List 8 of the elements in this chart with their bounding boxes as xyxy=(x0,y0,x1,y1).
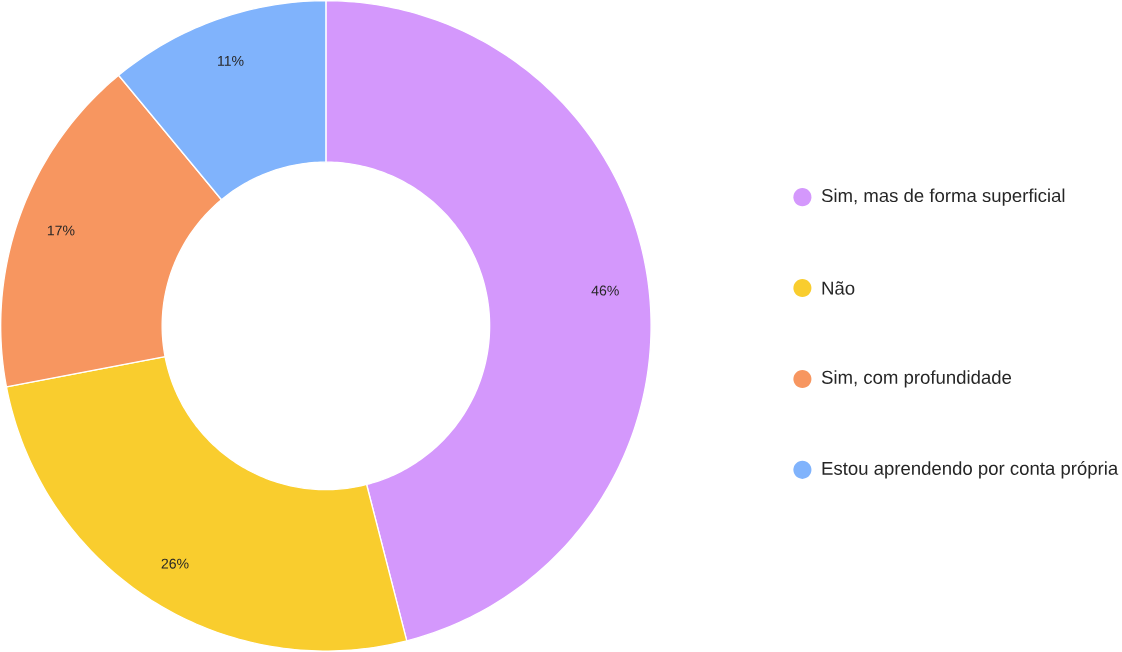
legend-label: Não xyxy=(822,281,855,295)
data-label: 46% xyxy=(591,285,619,296)
legend-label: Sim, mas de forma superficial xyxy=(821,188,1065,206)
data-label: 17% xyxy=(47,225,75,236)
legend-label: Estou aprendendo por conta própria xyxy=(822,461,1119,479)
data-label: 11% xyxy=(218,56,244,66)
data-label: 26% xyxy=(161,558,189,569)
legend-label: Sim, com profundidade xyxy=(821,370,1012,388)
